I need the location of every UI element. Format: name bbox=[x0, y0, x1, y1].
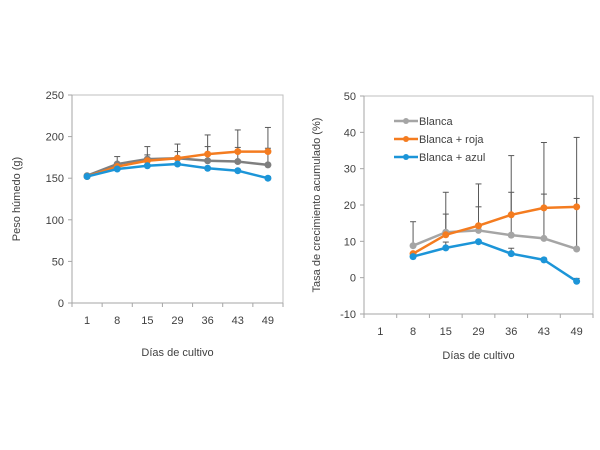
data-point bbox=[507, 250, 515, 258]
x-tick-label: 8 bbox=[410, 326, 416, 338]
y-tick-label: 10 bbox=[344, 236, 356, 248]
data-point bbox=[540, 204, 548, 212]
data-point bbox=[83, 173, 91, 181]
data-point bbox=[507, 231, 515, 239]
x-axis-title: Días de cultivo bbox=[442, 350, 514, 362]
legend-swatch-marker bbox=[403, 118, 409, 124]
data-point bbox=[113, 165, 121, 173]
chart-2: -10 0 10 20 30 40 50 1 8 15 29 36 43 49 Días de cultiv… bbox=[311, 91, 594, 362]
data-point bbox=[573, 245, 581, 253]
data-point bbox=[234, 148, 242, 156]
y-tick-label: 150 bbox=[46, 173, 64, 185]
x-tick-label: 29 bbox=[171, 315, 183, 327]
x-tick-label: 43 bbox=[232, 315, 244, 327]
data-point bbox=[442, 244, 450, 252]
data-point bbox=[143, 162, 151, 170]
data-point bbox=[204, 150, 212, 158]
data-point bbox=[409, 253, 417, 261]
data-point bbox=[234, 158, 242, 166]
legend-swatch-marker bbox=[403, 136, 409, 142]
data-point bbox=[540, 234, 548, 242]
legend-label: Blanca + azul bbox=[419, 152, 485, 164]
x-tick-label: 29 bbox=[472, 326, 484, 338]
x-axis-title: Días de cultivo bbox=[141, 347, 213, 359]
chart-1: 0 50 100 150 200 250 1 8 15 29 36 43 49 Días de culti… bbox=[11, 90, 284, 359]
series-line-1 bbox=[412, 229, 578, 251]
data-point bbox=[540, 256, 548, 264]
y-tick-label: 250 bbox=[46, 90, 64, 102]
data-point bbox=[264, 148, 272, 156]
data-point bbox=[475, 222, 482, 230]
data-point bbox=[264, 174, 272, 182]
x-tick-label: 1 bbox=[377, 326, 383, 338]
x-tick-label: 43 bbox=[538, 326, 550, 338]
legend-label: Blanca bbox=[419, 116, 454, 128]
y-tick-label: 50 bbox=[344, 91, 356, 103]
y-tick-label: 40 bbox=[344, 127, 356, 139]
data-point bbox=[143, 157, 151, 165]
legend-item: Blanca + azul bbox=[394, 152, 485, 164]
y-tick-label: 50 bbox=[52, 256, 64, 268]
plot-frame bbox=[71, 94, 284, 304]
data-point bbox=[409, 242, 417, 250]
x-tick-label: 15 bbox=[141, 315, 153, 327]
data-point bbox=[204, 157, 212, 165]
y-tick-label: 200 bbox=[46, 132, 64, 144]
data-point bbox=[573, 277, 581, 285]
y-tick-label: 100 bbox=[46, 215, 64, 227]
data-point bbox=[234, 167, 242, 175]
y-tick-label: -10 bbox=[340, 309, 356, 321]
series-line-2 bbox=[412, 205, 577, 255]
data-point bbox=[573, 203, 581, 211]
legend-swatch-marker bbox=[403, 154, 409, 160]
x-tick-label: 36 bbox=[202, 315, 214, 327]
data-point bbox=[174, 160, 181, 168]
y-tick-label: 30 bbox=[344, 164, 356, 176]
x-tick-label: 49 bbox=[571, 326, 583, 338]
data-point bbox=[174, 154, 181, 162]
y-tick-label: 0 bbox=[58, 298, 64, 310]
data-point bbox=[475, 238, 482, 246]
legend-item: Blanca bbox=[394, 116, 454, 128]
data-point bbox=[264, 161, 272, 169]
x-tick-label: 15 bbox=[440, 326, 452, 338]
y-tick-label: 20 bbox=[344, 200, 356, 212]
data-point bbox=[204, 164, 212, 172]
series-line-3 bbox=[412, 240, 578, 283]
x-tick-label: 1 bbox=[84, 315, 90, 327]
legend-item: Blanca + roja bbox=[394, 134, 484, 146]
y-axis-title: Peso húmedo (g) bbox=[11, 157, 23, 241]
x-tick-label: 8 bbox=[114, 315, 120, 327]
data-point bbox=[442, 231, 450, 239]
data-point bbox=[507, 211, 515, 219]
y-tick-label: 0 bbox=[350, 273, 356, 285]
x-tick-label: 49 bbox=[262, 315, 274, 327]
y-axis-title: Tasa de crecimiento acumulado (%) bbox=[311, 118, 323, 293]
legend-label: Blanca + roja bbox=[419, 134, 484, 146]
x-tick-label: 36 bbox=[505, 326, 517, 338]
legend: Blanca Blanca + roja Blanca + azul bbox=[394, 116, 485, 164]
